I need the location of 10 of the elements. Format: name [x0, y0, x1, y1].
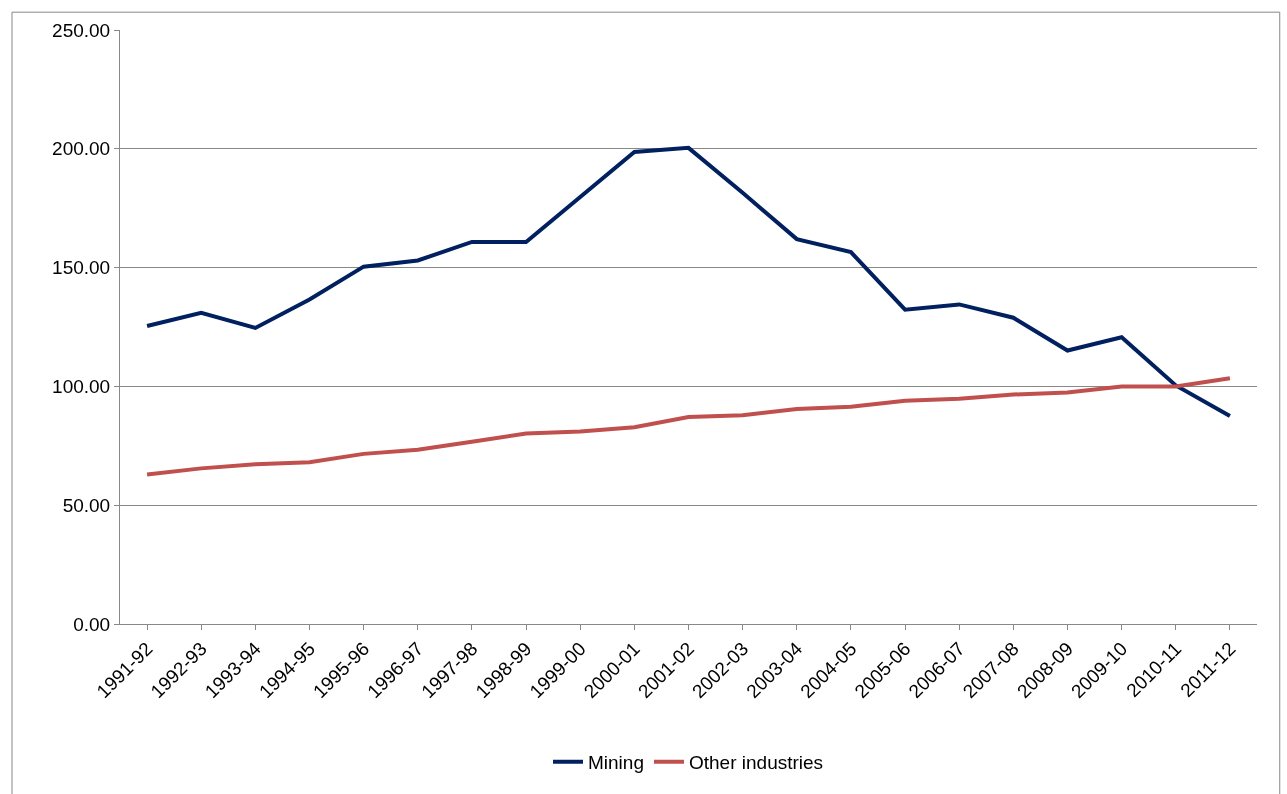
y-tick-label: 250.00 — [52, 19, 111, 41]
y-tick-label: 50.00 — [62, 494, 111, 516]
line-series — [145, 376, 1232, 477]
y-tick-label: 100.00 — [52, 376, 111, 398]
y-tick-label: 150.00 — [52, 257, 111, 279]
line-series — [145, 145, 1232, 419]
legend-label: Mining — [588, 752, 644, 774]
y-tick-label: 0.00 — [73, 613, 111, 635]
y-tick-label: 200.00 — [52, 138, 111, 160]
legend-label: Other industries — [688, 752, 824, 774]
